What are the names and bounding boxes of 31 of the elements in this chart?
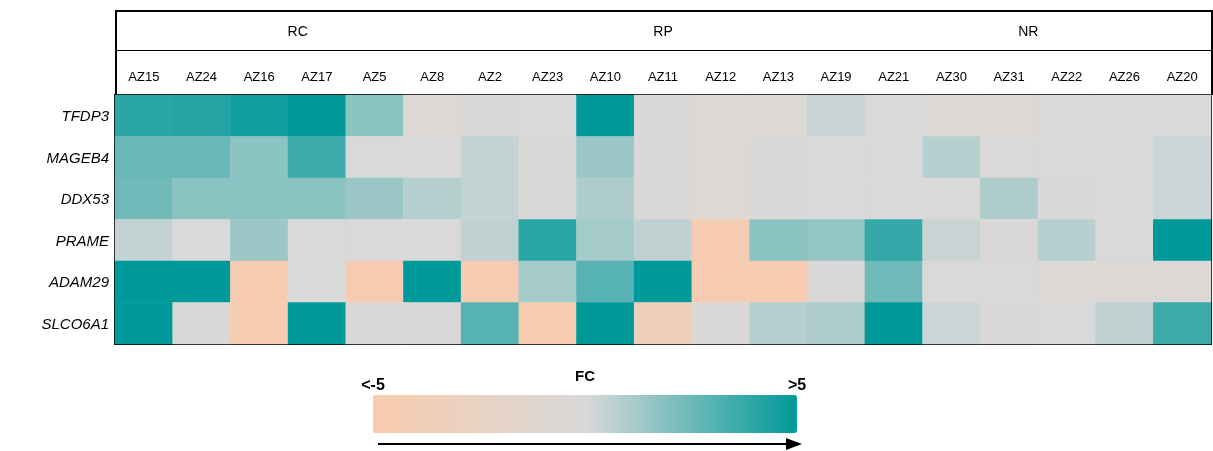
x-tick-label: AZ5 [362, 69, 387, 84]
color-bar-label: >5 [787, 375, 807, 393]
x-tick-label: AZ23 [532, 69, 564, 84]
x-tick-label: AZ17 [301, 69, 333, 84]
y-tick-label: DDX53 [60, 190, 110, 208]
x-tick-label: AZ21 [878, 69, 910, 84]
x-tick-label: AZ20 [1166, 69, 1198, 84]
x-tick-label: AZ19 [820, 69, 852, 84]
y-tick-label: ADAM29 [47, 273, 110, 291]
y-tick-label: SLCO6A1 [41, 314, 109, 332]
x-tick-label: AZ2 [478, 69, 502, 84]
color-bar-label: <-5 [361, 375, 385, 393]
text: RP [653, 23, 673, 39]
x-tick-label: AZ22 [1051, 69, 1083, 84]
x-tick-label: AZ26 [1108, 69, 1141, 84]
color-bar-title: FC [575, 367, 596, 384]
x-tick-label: AZ24 [185, 69, 218, 84]
text: RC [287, 23, 308, 39]
x-tick-label: AZ8 [420, 69, 445, 84]
x-tick-label: AZ10 [589, 69, 621, 84]
x-tick-label: AZ11 [647, 69, 679, 84]
text: NR [1018, 23, 1039, 39]
x-tick-label: AZ30 [935, 69, 967, 84]
y-tick-label: PRAME [55, 231, 110, 249]
x-tick-label: AZ13 [762, 69, 794, 84]
x-tick-label: AZ15 [128, 69, 160, 84]
x-tick-label: AZ31 [993, 69, 1025, 84]
y-tick-label: TFDP3 [61, 107, 110, 125]
y-tick-label: MAGEB4 [46, 148, 109, 166]
x-tick-label: AZ16 [243, 69, 275, 84]
x-tick-label: AZ12 [705, 69, 737, 84]
